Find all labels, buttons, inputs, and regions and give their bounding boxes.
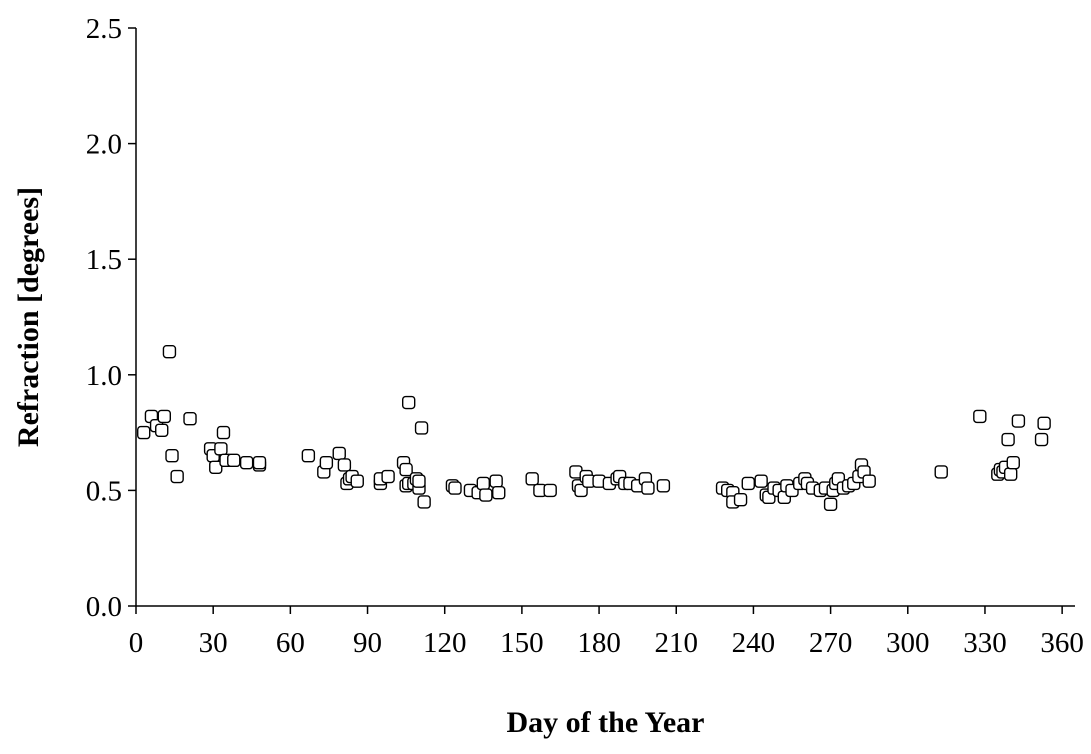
x-tick-label: 270 (809, 627, 853, 659)
data-point (381, 469, 395, 484)
x-tick-label: 240 (732, 627, 776, 659)
x-tick-label: 180 (577, 627, 621, 659)
x-tick-label: 120 (423, 627, 467, 659)
data-point (448, 481, 462, 495)
data-point (656, 479, 671, 493)
x-tick-label: 90 (353, 627, 382, 659)
data-point (641, 481, 655, 495)
data-point (412, 474, 426, 488)
data-point (754, 474, 768, 488)
y-axis-title: Refraction [degrees] (12, 187, 45, 447)
data-point (332, 446, 346, 461)
x-axis-ticks: 0 30 60 90 120 150 180 210 240 270 300 330 360 (129, 606, 1084, 659)
x-tick-label: 360 (1040, 627, 1084, 659)
data-point (741, 476, 755, 491)
data-point (301, 449, 316, 463)
data-point (183, 412, 197, 426)
data-point (399, 462, 413, 477)
data-point (162, 344, 177, 359)
data-point (1001, 432, 1015, 447)
data-point (1034, 432, 1049, 447)
data-point (973, 409, 987, 424)
data-point (227, 453, 241, 468)
data-point (401, 395, 416, 410)
data-point (543, 483, 557, 498)
data-point (525, 472, 539, 486)
data-point (214, 442, 228, 456)
data-point (492, 486, 506, 500)
data-point (1003, 467, 1018, 481)
data-point (165, 449, 179, 463)
data-point (414, 421, 429, 435)
data-point (319, 455, 334, 470)
x-tick-label: 300 (886, 627, 930, 659)
data-point (170, 469, 184, 484)
y-tick-label: 1.5 (86, 244, 122, 276)
x-tick-label: 60 (276, 627, 305, 659)
data-point (137, 425, 151, 440)
y-tick-label: 1.0 (86, 360, 122, 392)
x-tick-label: 210 (654, 627, 698, 659)
y-tick-label: 0.0 (86, 591, 122, 623)
data-point (350, 474, 364, 488)
data-point (862, 474, 876, 488)
data-points (137, 344, 1051, 511)
x-tick-label: 30 (199, 627, 228, 659)
x-tick-label: 150 (500, 627, 544, 659)
y-tick-label: 2.0 (86, 129, 122, 161)
data-point (1006, 455, 1020, 470)
y-tick-label: 0.5 (86, 475, 122, 507)
data-point (476, 476, 491, 491)
data-point (337, 458, 352, 472)
data-point (216, 425, 231, 440)
data-point (417, 495, 431, 509)
data-point (733, 492, 748, 507)
data-point (489, 474, 503, 488)
data-point (1011, 414, 1026, 428)
data-point (155, 423, 169, 437)
x-tick-label: 330 (963, 627, 1007, 659)
x-axis-title: Day of the Year (506, 706, 704, 739)
data-point (209, 460, 223, 474)
data-point (239, 455, 254, 470)
data-point (823, 497, 838, 511)
data-point (252, 455, 267, 470)
data-point (1037, 416, 1051, 431)
data-point (934, 465, 948, 479)
x-tick-label: 0 (129, 627, 144, 659)
y-axis-ticks: 0.0 0.5 1.0 1.5 2.0 2.5 (86, 13, 136, 623)
plot-area: 0 30 60 90 120 150 180 210 240 270 300 330 360 0.00.… (86, 13, 1084, 659)
y-tick-label: 2.5 (86, 13, 122, 45)
data-point (479, 488, 493, 502)
data-point (157, 409, 171, 424)
